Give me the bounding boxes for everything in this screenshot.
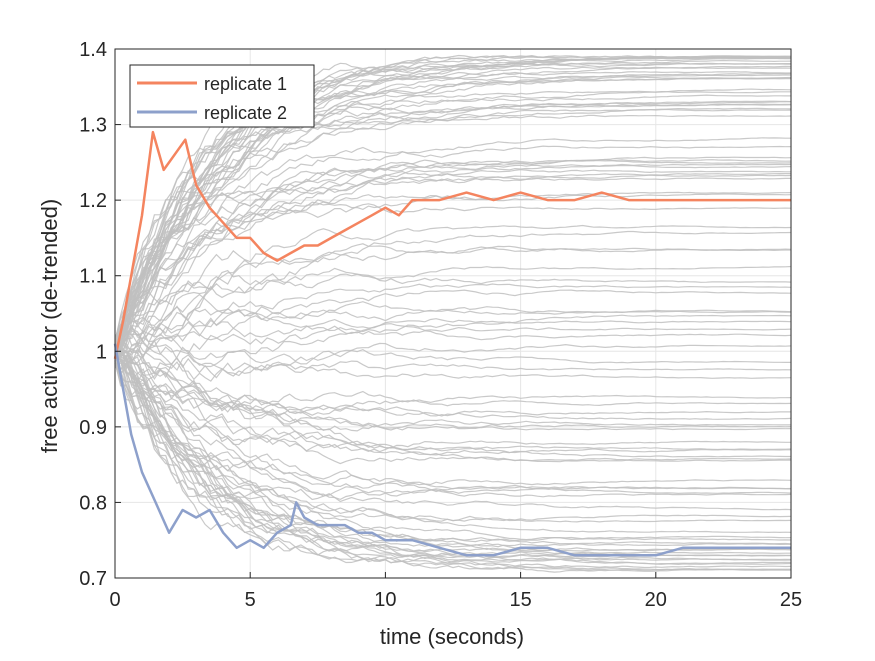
legend: replicate 1 replicate 2: [129, 64, 315, 128]
background-trace: [114, 308, 792, 353]
background-trace: [114, 348, 792, 557]
y-tick-label: 1.4: [79, 39, 107, 61]
background-trace: [114, 362, 791, 449]
background-trace: [114, 230, 792, 359]
y-tick-label: 1.1: [79, 266, 107, 288]
background-trace: [114, 341, 792, 534]
background-trace: [114, 339, 792, 379]
background-trace: [114, 137, 791, 350]
x-tick-label: 15: [509, 589, 531, 611]
background-trace: [114, 173, 791, 341]
background-trace: [114, 339, 791, 547]
background-trace: [114, 103, 791, 341]
background-trace: [114, 338, 791, 557]
background-trace: [114, 340, 792, 522]
background-trace: [114, 350, 792, 495]
background-trace: [114, 349, 791, 573]
x-tick-label: 5: [245, 589, 256, 611]
background-trace: [114, 344, 792, 566]
background-traces: [114, 54, 792, 573]
y-tick-label: 0.9: [79, 417, 107, 439]
y-tick-label: 0.8: [79, 492, 107, 514]
y-tick-label: 1.2: [79, 190, 107, 212]
background-trace: [114, 301, 792, 343]
background-trace: [114, 273, 792, 361]
background-trace: [114, 245, 792, 362]
background-trace: [114, 265, 792, 346]
background-trace: [114, 349, 792, 490]
background-trace: [114, 65, 792, 352]
background-trace: [114, 333, 791, 364]
background-trace: [114, 62, 791, 364]
background-trace: [114, 344, 792, 463]
background-trace: [114, 348, 792, 511]
background-trace: [114, 56, 792, 352]
legend-label-replicate-1: replicate 1: [204, 74, 287, 94]
background-trace: [114, 88, 792, 348]
background-trace: [114, 145, 792, 350]
background-trace: [114, 354, 791, 456]
background-trace: [114, 158, 792, 339]
background-trace: [114, 203, 792, 352]
ticks-layer: 0 5 10 15 20 25 0.7 0.8 0.9 1 1.1 1.2 1.3 1.4: [79, 39, 802, 611]
y-tick-label: 1.3: [79, 115, 107, 137]
background-trace: [114, 344, 792, 501]
background-trace: [114, 359, 792, 561]
background-trace: [114, 224, 792, 356]
background-trace: [114, 335, 791, 458]
background-trace: [114, 325, 792, 356]
axes-layer: [114, 48, 792, 579]
background-trace: [114, 101, 792, 356]
background-trace: [114, 361, 791, 571]
background-trace: [114, 359, 792, 416]
series-line-replicate-1: [113, 130, 791, 360]
x-tick-label: 10: [374, 589, 396, 611]
background-trace: [114, 90, 791, 362]
background-trace: [114, 359, 792, 413]
y-axis-label: free activator (de-trended): [37, 199, 62, 453]
background-trace: [114, 74, 792, 343]
background-trace: [114, 360, 792, 431]
background-trace: [114, 77, 792, 360]
x-axis-label: time (seconds): [380, 624, 524, 649]
background-trace: [114, 350, 792, 453]
axes-box: [114, 48, 792, 579]
background-trace: [114, 342, 792, 379]
background-trace: [114, 164, 792, 354]
series-layer: [113, 130, 791, 557]
background-trace: [114, 328, 792, 420]
x-tick-label: 0: [109, 589, 120, 611]
background-trace: [114, 363, 792, 428]
series-line-replicate-2: [113, 343, 791, 557]
background-trace: [114, 103, 792, 351]
x-tick-label: 20: [645, 589, 667, 611]
y-tick-label: 1: [96, 341, 107, 363]
background-trace: [114, 107, 792, 362]
background-trace: [114, 338, 792, 486]
background-trace: [114, 94, 791, 338]
background-trace: [114, 177, 791, 356]
legend-label-replicate-2: replicate 2: [204, 103, 287, 123]
background-trace: [114, 163, 792, 362]
background-trace: [114, 174, 792, 353]
background-trace: [114, 283, 792, 373]
x-tick-label: 25: [780, 589, 802, 611]
background-trace: [114, 72, 792, 361]
y-tick-label: 0.7: [79, 568, 107, 590]
background-trace: [114, 305, 792, 343]
background-trace: [114, 289, 792, 357]
legend-box: [129, 64, 315, 128]
background-trace: [114, 156, 792, 358]
